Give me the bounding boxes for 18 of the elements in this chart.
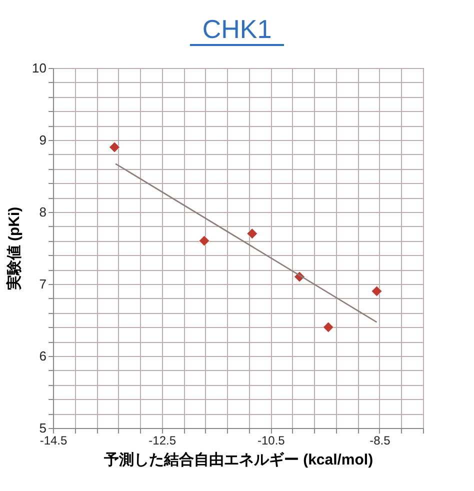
y-tick-label: 8: [39, 204, 46, 220]
y-tick-label: 7: [39, 276, 46, 292]
y-tick-label: 10: [32, 60, 46, 76]
x-tick-label: -12.5: [148, 434, 176, 448]
y-axis-title: 実験値 (pKi): [5, 206, 24, 292]
x-tick-label: -10.5: [257, 434, 286, 448]
x-tick-label: -8.5: [370, 434, 391, 448]
x-tick-label: -14.5: [40, 434, 68, 448]
y-tick-label: 9: [39, 132, 46, 148]
chart-title: CHK1: [190, 14, 284, 46]
point: [322, 322, 334, 333]
point: [198, 235, 210, 246]
point: [246, 228, 258, 240]
y-tick-label: 6: [39, 348, 46, 364]
point: [371, 286, 382, 297]
y-tick-label: 5: [39, 420, 46, 436]
x-axis-title: 予測した結合自由エネルギー (kcal/mol): [102, 452, 374, 468]
point: [108, 142, 120, 153]
